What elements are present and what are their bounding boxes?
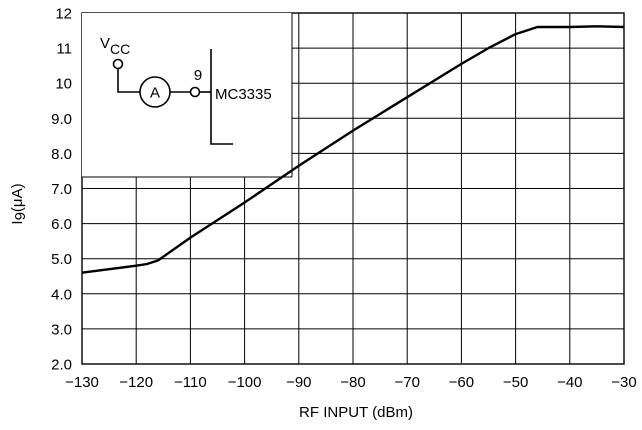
x-tick-label: −100 — [228, 374, 262, 391]
y-tick-label: 5.0 — [51, 251, 72, 268]
grid-layer — [81, 12, 625, 365]
series-line — [81, 25, 625, 274]
tick-labels: −130 −120 −110 −100 −90 −80 −70 −60 −50 −40 −30 2.0… — [51, 6, 637, 392]
x-tick-label: −50 — [503, 374, 528, 391]
pin-number-label: 9 — [194, 67, 202, 84]
chip-outline — [210, 49, 233, 145]
x-tick-label: −110 — [174, 374, 207, 391]
y-tick-label: 10 — [55, 76, 72, 93]
ammeter-label: A — [150, 85, 160, 102]
inset-schematic: VCC A 9 MC3335 — [82, 13, 293, 178]
y-tick-label: 6.0 — [51, 216, 72, 233]
x-tick-label: −60 — [449, 374, 474, 391]
pin-terminal — [189, 86, 201, 98]
y-tick-label: 12 — [55, 6, 72, 23]
chip-label: MC3335 — [215, 86, 272, 103]
y-axis-title: I9(μA) — [9, 183, 29, 224]
x-tick-label: −80 — [340, 374, 365, 391]
x-tick-label: −30 — [611, 374, 636, 391]
x-tick-label: −130 — [65, 374, 99, 391]
y-tick-label: 2.0 — [51, 357, 72, 374]
y-tick-label: 3.0 — [51, 321, 72, 338]
inset-background — [82, 13, 292, 177]
supply-label: VCC — [100, 35, 130, 57]
y-tick-label: 8.0 — [51, 146, 72, 163]
x-tick-label: −120 — [119, 374, 153, 391]
supply-terminal — [112, 58, 124, 70]
y-tick-label: 11 — [56, 41, 72, 58]
series-layer — [81, 25, 625, 274]
x-axis-title: RF INPUT (dBm) — [299, 404, 413, 421]
y-tick-label: 4.0 — [51, 286, 72, 303]
supply-wire — [117, 68, 140, 93]
plot-frame — [81, 12, 625, 365]
x-tick-label: −70 — [394, 374, 419, 391]
x-tick-label: −90 — [286, 374, 311, 391]
y-tick-label: 7.0 — [51, 181, 72, 198]
y-tick-label: 9.0 — [51, 111, 72, 128]
x-tick-label: −40 — [557, 374, 582, 391]
